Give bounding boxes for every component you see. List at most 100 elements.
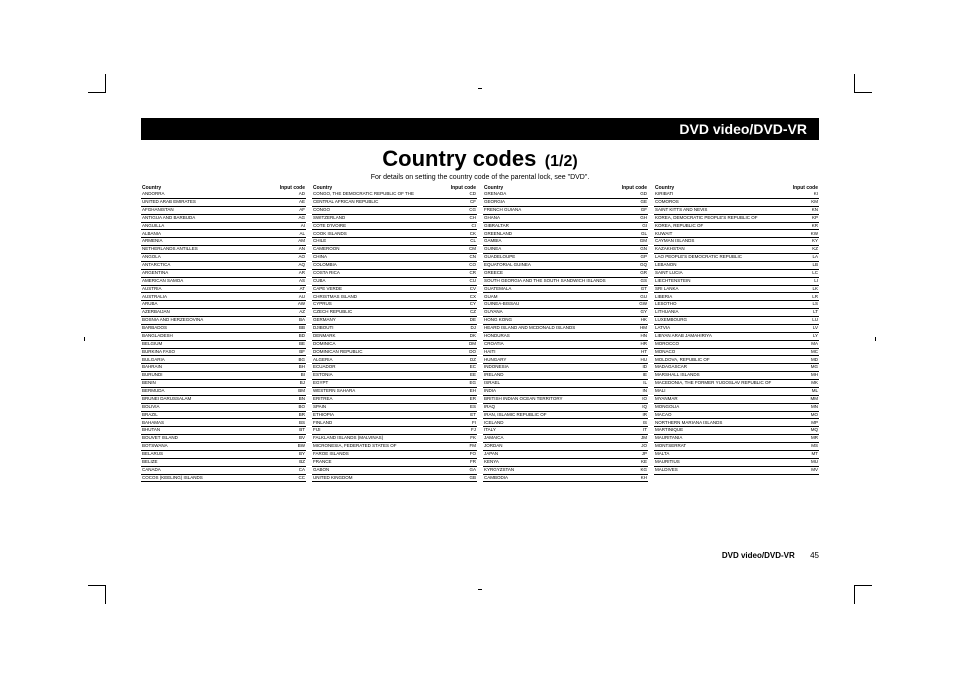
country-code: LK bbox=[789, 285, 819, 293]
table-row: LUXEMBOURGLU bbox=[654, 317, 819, 325]
page-subtitle: For details on setting the country code … bbox=[141, 174, 819, 181]
country-name: GUINEA-BISSAU bbox=[483, 301, 618, 309]
table-row: MOLDOVA, REPUBLIC OFMD bbox=[654, 356, 819, 364]
country-name: WESTERN SAHARA bbox=[312, 387, 447, 395]
country-name: IRELAND bbox=[483, 372, 618, 380]
table-row: UNITED ARAB EMIRATESAE bbox=[141, 198, 306, 206]
table-row: MYANMARMM bbox=[654, 395, 819, 403]
table-row: KUWAITKW bbox=[654, 230, 819, 238]
table-row: MAURITANIAMR bbox=[654, 435, 819, 443]
country-code: IL bbox=[618, 380, 648, 388]
country-code: CN bbox=[447, 254, 477, 262]
page-title: Country codes bbox=[382, 146, 536, 171]
country-name: ANTARCTICA bbox=[141, 261, 276, 269]
table-row: GHANAGH bbox=[483, 214, 648, 222]
country-code: LY bbox=[789, 332, 819, 340]
country-code: CA bbox=[276, 466, 306, 474]
country-name: GHANA bbox=[483, 214, 618, 222]
table-row: ALBANIAAL bbox=[141, 230, 306, 238]
country-code: ES bbox=[447, 403, 477, 411]
table-row: BURKINA FASOBF bbox=[141, 348, 306, 356]
column-header: CountryInput code bbox=[654, 185, 819, 191]
country-name: HUNGARY bbox=[483, 356, 618, 364]
country-name: MAURITANIA bbox=[654, 435, 789, 443]
country-code: GM bbox=[618, 238, 648, 246]
section-header-bar: DVD video/DVD-VR bbox=[141, 118, 819, 140]
country-code: HR bbox=[618, 340, 648, 348]
table-row: COSTA RICACR bbox=[312, 269, 477, 277]
country-code: MT bbox=[789, 450, 819, 458]
country-name: KAZAKHSTAN bbox=[654, 246, 789, 254]
country-name: MONACO bbox=[654, 348, 789, 356]
country-name: FALKLAND ISLANDS (MALVINAS) bbox=[312, 435, 447, 443]
country-code: GW bbox=[618, 301, 648, 309]
country-name: LIBERIA bbox=[654, 293, 789, 301]
table-row: CROATIAHR bbox=[483, 340, 648, 348]
country-code: IQ bbox=[618, 403, 648, 411]
table-row: SRI LANKALK bbox=[654, 285, 819, 293]
country-code: FI bbox=[447, 419, 477, 427]
table-row: SAINT KITTS AND NEVISKN bbox=[654, 206, 819, 214]
country-code: MH bbox=[789, 372, 819, 380]
table-row: FIJIFJ bbox=[312, 427, 477, 435]
country-name: CANADA bbox=[141, 466, 276, 474]
country-name: UNITED KINGDOM bbox=[312, 474, 447, 482]
country-code: BB bbox=[276, 324, 306, 332]
table-row: MALTAMT bbox=[654, 450, 819, 458]
country-name: CHINA bbox=[312, 254, 447, 262]
table-row: ISRAELIL bbox=[483, 380, 648, 388]
country-name: KIRIBATI bbox=[654, 191, 789, 198]
country-name: GAMBIA bbox=[483, 238, 618, 246]
country-code: HK bbox=[618, 317, 648, 325]
table-row: JAPANJP bbox=[483, 450, 648, 458]
country-code: KM bbox=[789, 198, 819, 206]
country-code: KN bbox=[789, 206, 819, 214]
country-name: CAYMAN ISLANDS bbox=[654, 238, 789, 246]
country-name: COSTA RICA bbox=[312, 269, 447, 277]
table-row: ESTONIAEE bbox=[312, 372, 477, 380]
table-row: INDONESIAID bbox=[483, 364, 648, 372]
country-code: LC bbox=[789, 269, 819, 277]
country-name: BANGLADESH bbox=[141, 332, 276, 340]
table-row: GREECEGR bbox=[483, 269, 648, 277]
table-row: AUSTRALIAAU bbox=[141, 293, 306, 301]
table-row: ERITREAER bbox=[312, 395, 477, 403]
table-row: IRAQIQ bbox=[483, 403, 648, 411]
table-row: NORTHERN MARIANA ISLANDSMP bbox=[654, 419, 819, 427]
table-row: IRELANDIE bbox=[483, 372, 648, 380]
country-name: CZECH REPUBLIC bbox=[312, 309, 447, 317]
country-code: HN bbox=[618, 332, 648, 340]
country-name: MONGOLIA bbox=[654, 403, 789, 411]
country-name: CROATIA bbox=[483, 340, 618, 348]
country-name: FINLAND bbox=[312, 419, 447, 427]
footer-section: DVD video/DVD-VR bbox=[722, 551, 795, 560]
country-code: MP bbox=[789, 419, 819, 427]
country-name: GABON bbox=[312, 466, 447, 474]
country-name: ISRAEL bbox=[483, 380, 618, 388]
country-name: ANGUILLA bbox=[141, 222, 276, 230]
country-code: MD bbox=[789, 356, 819, 364]
country-name: UNITED ARAB EMIRATES bbox=[141, 198, 276, 206]
country-name: INDIA bbox=[483, 387, 618, 395]
country-name: ANDORRA bbox=[141, 191, 276, 198]
country-name: MOLDOVA, REPUBLIC OF bbox=[654, 356, 789, 364]
country-code: CG bbox=[447, 206, 477, 214]
country-name: GREENLAND bbox=[483, 230, 618, 238]
table-row: MICRONESIA, FEDERATED STATES OFFM bbox=[312, 443, 477, 451]
table-row: GRENADAGD bbox=[483, 191, 648, 198]
country-code: BT bbox=[276, 427, 306, 435]
country-code: AF bbox=[276, 206, 306, 214]
page-title-sub: (1/2) bbox=[545, 153, 578, 170]
table-row: SPAINES bbox=[312, 403, 477, 411]
country-code: BJ bbox=[276, 380, 306, 388]
country-code: IS bbox=[618, 419, 648, 427]
country-name: DOMINICA bbox=[312, 340, 447, 348]
country-name: BOUVET ISLAND bbox=[141, 435, 276, 443]
table-row: ANTIGUA AND BARBUDAAG bbox=[141, 214, 306, 222]
table-row: HONG KONGHK bbox=[483, 317, 648, 325]
country-name: MALDIVES bbox=[654, 466, 789, 474]
country-name: DENMARK bbox=[312, 332, 447, 340]
country-code: GI bbox=[618, 222, 648, 230]
country-code: LT bbox=[789, 309, 819, 317]
country-code: BG bbox=[276, 356, 306, 364]
